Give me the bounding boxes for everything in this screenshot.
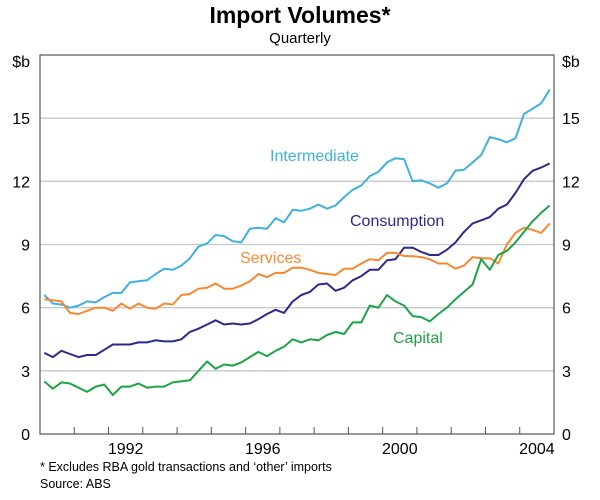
y-tick-label-left: 12 <box>12 174 30 191</box>
y-axis-unit-right: $b <box>562 54 580 71</box>
chart-title: Import Volumes* <box>209 2 391 28</box>
series-label-intermediate: Intermediate <box>270 148 359 165</box>
series-line-consumption <box>43 162 551 359</box>
x-tick-label: 2004 <box>519 441 555 458</box>
source-note: Source: ABS <box>40 477 111 491</box>
series-line-capital <box>43 204 551 396</box>
chart-subtitle: Quarterly <box>269 30 331 47</box>
y-tick-label-right: 3 <box>562 364 571 381</box>
y-axis-unit-left: $b <box>12 54 30 71</box>
x-tick-label: 1992 <box>108 441 144 458</box>
y-tick-label-right: 9 <box>562 238 571 255</box>
series-label-consumption: Consumption <box>350 213 444 230</box>
y-tick-label-left: 6 <box>21 301 30 318</box>
x-tick-label: 1996 <box>245 441 281 458</box>
y-tick-label-right: 15 <box>562 111 580 128</box>
footnote: * Excludes RBA gold transactions and ‘ot… <box>40 460 332 474</box>
x-tick-label: 2000 <box>382 441 418 458</box>
y-tick-label-right: 0 <box>562 427 571 444</box>
series-line-services <box>44 222 551 315</box>
y-tick-label-left: 3 <box>21 364 30 381</box>
plot-frame <box>39 54 555 435</box>
y-tick-label-right: 12 <box>562 174 580 191</box>
y-tick-label-left: 9 <box>21 238 30 255</box>
series-line-intermediate <box>43 89 551 309</box>
y-tick-label-left: 15 <box>12 111 30 128</box>
series-label-capital: Capital <box>393 330 443 347</box>
y-tick-label-right: 6 <box>562 301 571 318</box>
y-tick-label-left: 0 <box>21 427 30 444</box>
series-label-services: Services <box>240 250 301 267</box>
